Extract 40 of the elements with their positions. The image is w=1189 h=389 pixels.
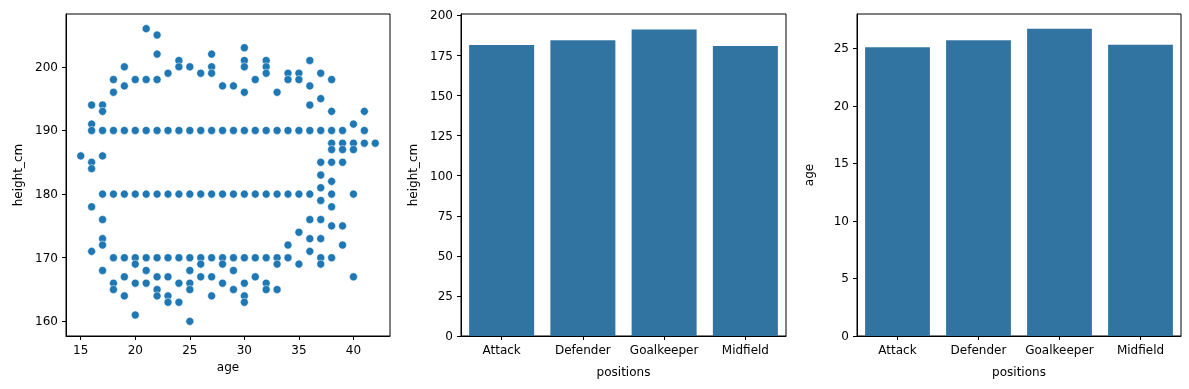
y-axis-title: height_cm — [406, 143, 420, 207]
y-tick-label: 10 — [833, 213, 849, 228]
y-tick-label: 200 — [35, 59, 58, 74]
y-tick-label: 125 — [430, 128, 453, 143]
y-tick-label: 175 — [430, 48, 453, 63]
x-tick-label: 40 — [345, 343, 362, 357]
y-tick-label: 25 — [437, 288, 453, 303]
x-tick-label: Goalkeeper — [629, 343, 699, 357]
y-tick-label: 5 — [841, 271, 849, 286]
y-tick-label: 190 — [35, 123, 58, 138]
x-tick-label: 15 — [73, 343, 89, 357]
x-axis-title: positions — [596, 365, 651, 379]
y-axis-title: height_cm — [11, 143, 25, 207]
x-tick-label: 35 — [291, 343, 307, 357]
y-tick-label: 20 — [833, 98, 849, 113]
y-tick-label: 160 — [35, 314, 58, 329]
y-axis-title: age — [802, 163, 816, 187]
x-tick-label: 20 — [127, 343, 143, 357]
x-tick-label: Midfield — [1116, 343, 1165, 357]
y-tick-label: 180 — [35, 187, 58, 202]
y-tick-label: 100 — [430, 168, 453, 183]
x-tick-label: Defender — [554, 343, 611, 357]
y-tick-label: 25 — [833, 41, 849, 56]
y-tick-label: 170 — [35, 250, 58, 265]
x-tick-label: Midfield — [721, 343, 769, 357]
y-tick-label: 75 — [437, 208, 453, 223]
x-axis-title: positions — [992, 365, 1046, 379]
y-tick-label: 0 — [445, 329, 453, 343]
y-tick-label: 15 — [833, 156, 849, 171]
y-tick-label: 150 — [430, 88, 453, 103]
y-tick-label: 0 — [841, 329, 849, 343]
x-tick-label: 25 — [182, 343, 198, 357]
x-tick-label: Goalkeeper — [1025, 343, 1094, 357]
x-tick-label: 30 — [236, 343, 252, 357]
x-tick-label: Attack — [878, 343, 917, 357]
y-tick-label: 200 — [430, 8, 453, 23]
x-tick-label: Attack — [482, 343, 521, 357]
x-axis-title: age — [216, 360, 240, 374]
x-tick-label: Defender — [950, 343, 1007, 357]
y-tick-label: 50 — [437, 248, 453, 263]
